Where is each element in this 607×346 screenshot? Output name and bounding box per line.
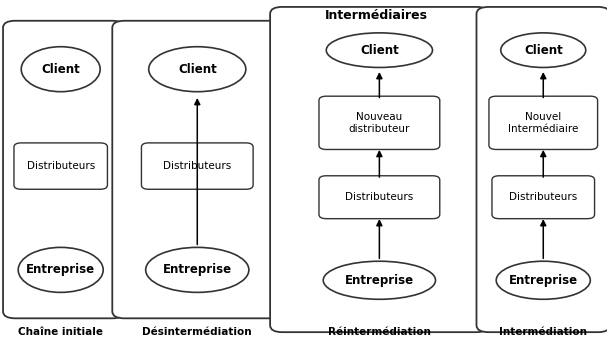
Text: Réintermédiation: Réintermédiation xyxy=(328,327,431,337)
Ellipse shape xyxy=(21,47,100,92)
Ellipse shape xyxy=(149,47,246,92)
FancyBboxPatch shape xyxy=(141,143,253,189)
Text: Client: Client xyxy=(41,63,80,76)
FancyBboxPatch shape xyxy=(476,7,607,332)
FancyBboxPatch shape xyxy=(14,143,107,189)
Text: Désintermédiation: Désintermédiation xyxy=(143,327,252,337)
Ellipse shape xyxy=(497,261,590,299)
FancyBboxPatch shape xyxy=(319,96,439,149)
Text: Chaîne initiale: Chaîne initiale xyxy=(18,327,103,337)
Text: Nouvel
Intermédiaire: Nouvel Intermédiaire xyxy=(508,112,578,134)
Text: Client: Client xyxy=(360,44,399,57)
Text: Distributeurs: Distributeurs xyxy=(27,161,95,171)
Ellipse shape xyxy=(501,33,586,67)
Text: Client: Client xyxy=(178,63,217,76)
Text: Intermédiaires: Intermédiaires xyxy=(325,9,428,22)
Text: Distributeurs: Distributeurs xyxy=(509,192,577,202)
Text: Distributeurs: Distributeurs xyxy=(163,161,231,171)
Text: Entreprise: Entreprise xyxy=(345,274,414,287)
FancyBboxPatch shape xyxy=(492,176,595,219)
Text: Entreprise: Entreprise xyxy=(163,263,232,276)
Text: Entreprise: Entreprise xyxy=(26,263,95,276)
Text: Client: Client xyxy=(524,44,563,57)
FancyBboxPatch shape xyxy=(3,21,124,318)
FancyBboxPatch shape xyxy=(270,7,489,332)
Text: Intermédiation: Intermédiation xyxy=(500,327,587,337)
FancyBboxPatch shape xyxy=(112,21,282,318)
FancyBboxPatch shape xyxy=(319,176,439,219)
Ellipse shape xyxy=(327,33,432,67)
Text: Distributeurs: Distributeurs xyxy=(345,192,413,202)
FancyBboxPatch shape xyxy=(489,96,597,149)
Ellipse shape xyxy=(324,261,436,299)
Ellipse shape xyxy=(18,247,103,292)
Ellipse shape xyxy=(146,247,249,292)
Text: Nouveau
distributeur: Nouveau distributeur xyxy=(348,112,410,134)
Text: Entreprise: Entreprise xyxy=(509,274,578,287)
